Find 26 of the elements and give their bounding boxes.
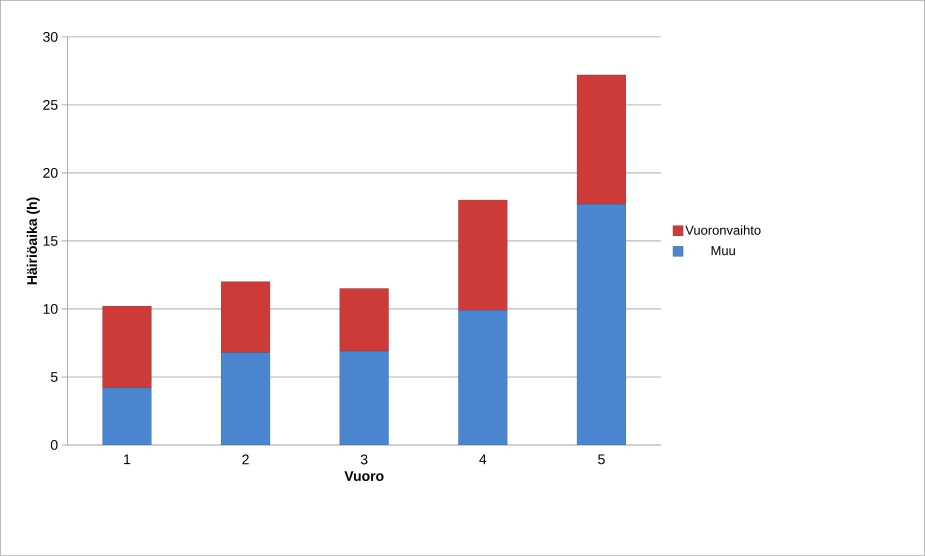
y-tick-label: 20 <box>43 168 58 178</box>
x-axis-title: Vuoro <box>344 471 384 482</box>
bar <box>576 204 626 446</box>
y-tick-label: 5 <box>50 372 58 382</box>
bar <box>340 288 389 352</box>
x-tick-label: 5 <box>598 454 605 464</box>
x-tick-label: 2 <box>242 454 249 464</box>
bar <box>576 74 626 204</box>
bar <box>102 306 152 388</box>
y-tick-label: 15 <box>44 236 58 246</box>
bar <box>458 310 508 446</box>
y-axis-title: Häiriöaika (h) <box>26 198 40 284</box>
y-tick-label: 0 <box>50 440 58 450</box>
legend-label: Muu <box>712 246 735 256</box>
x-tick-label: 1 <box>124 454 130 464</box>
bar <box>221 282 270 353</box>
bar <box>458 200 508 311</box>
y-tick-label: 25 <box>43 100 58 110</box>
legend-label: Vuoronvaihto <box>685 225 761 235</box>
bar <box>221 352 270 446</box>
x-tick-label: 4 <box>479 454 486 464</box>
x-tick-label: 3 <box>360 454 368 464</box>
y-tick-label: 10 <box>44 304 58 314</box>
bar <box>340 350 389 446</box>
bar <box>102 388 152 446</box>
y-tick-label: 30 <box>43 32 58 42</box>
